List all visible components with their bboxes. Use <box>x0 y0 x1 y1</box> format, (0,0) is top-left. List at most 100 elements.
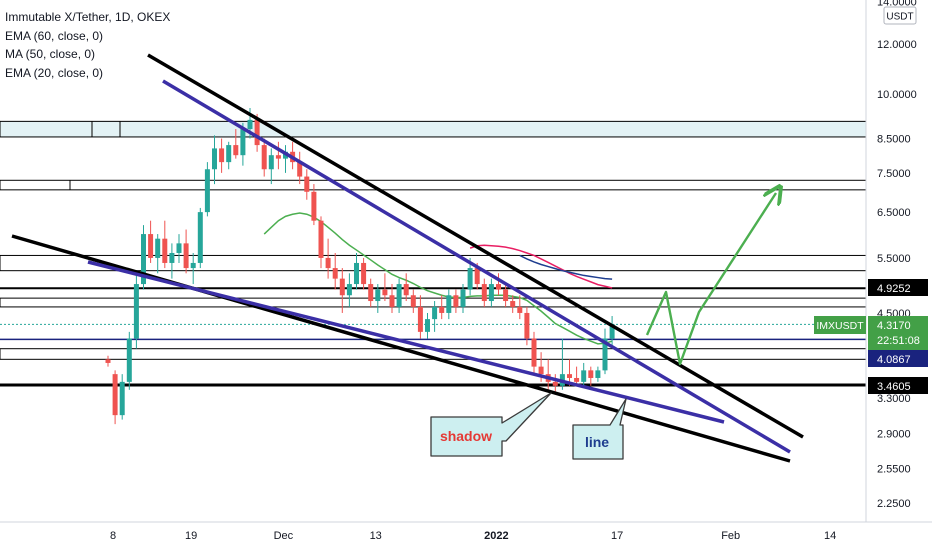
candle-body <box>119 381 125 416</box>
time-tick-label: Feb <box>721 530 740 542</box>
candle-body <box>538 366 544 375</box>
candle-body <box>162 238 168 263</box>
candle-body <box>105 359 111 363</box>
candle-body <box>531 338 537 367</box>
candle-body <box>219 148 225 163</box>
candle-body <box>275 155 281 159</box>
price-tick-label: 2.5500 <box>877 464 911 476</box>
candle-body <box>510 301 516 307</box>
ema60-line <box>469 244 613 289</box>
upper-level-tag: 4.9252 <box>877 283 911 295</box>
time-tick-label: 2022 <box>484 530 508 542</box>
candle-body <box>496 284 501 290</box>
candle-body <box>169 252 175 263</box>
last-price-tag-box <box>868 316 928 350</box>
shadow-label: shadow <box>440 428 492 444</box>
line-label: line <box>585 434 609 450</box>
time-tick-label: 19 <box>185 530 197 542</box>
candle-body <box>332 268 338 279</box>
candle-body <box>453 295 459 307</box>
sr-zone <box>0 179 867 191</box>
candle-body <box>325 257 331 269</box>
candle-body <box>595 370 601 378</box>
candle-body <box>311 191 317 221</box>
candle-body <box>567 374 572 378</box>
bar-countdown: 22:51:08 <box>877 335 920 347</box>
chart-legend: Immutable X/Tether, 1D, OKEX EMA (60, cl… <box>5 8 170 82</box>
ema20-legend[interactable]: EMA (20, close, 0) <box>5 65 104 80</box>
price-tick-label: 10.0000 <box>877 89 917 101</box>
candle-body <box>112 374 118 416</box>
candle-body <box>446 295 452 313</box>
price-tick-label: 5.5000 <box>877 253 911 265</box>
candle-body <box>389 295 395 307</box>
candle-body <box>247 119 253 130</box>
candle-body <box>588 370 594 378</box>
lower-level-tag-box <box>868 377 928 394</box>
last-price: 4.3170 <box>877 320 911 332</box>
candle-body <box>574 377 580 382</box>
shadow-callout: shadow <box>430 392 552 457</box>
candle-body <box>183 243 189 269</box>
candle-body <box>552 381 558 386</box>
symbol-tag: IMXUSDT <box>816 320 864 332</box>
candle-body <box>240 129 246 156</box>
price-tick-label: 6.5000 <box>877 207 911 219</box>
candle-body <box>268 155 274 170</box>
time-tick-label: 14 <box>824 530 836 542</box>
candle-body <box>126 338 132 382</box>
chart-title[interactable]: Immutable X/Tether, 1D, OKEX <box>5 10 171 24</box>
candle-body <box>602 338 608 371</box>
candle-body <box>524 312 530 339</box>
currency-badge: USDT <box>886 12 913 23</box>
candle-body <box>155 238 161 258</box>
candle-body <box>339 278 345 296</box>
candle-body <box>197 212 203 263</box>
candle-body <box>354 262 359 285</box>
candle-body <box>261 145 267 170</box>
price-tick-label: 14.0000 <box>877 0 917 9</box>
price-tick-label: 2.9000 <box>877 428 911 440</box>
candle-body <box>581 370 587 382</box>
time-tick-label: Dec <box>274 530 294 542</box>
candle-body <box>204 169 210 213</box>
candle-body <box>503 289 509 302</box>
upper-trendline <box>147 53 804 439</box>
candle-body <box>297 162 303 177</box>
lower-level-tag: 3.4605 <box>877 381 911 393</box>
price-tick-label: 2.2500 <box>877 498 911 510</box>
candle-body <box>254 119 260 146</box>
candle-body <box>148 234 154 258</box>
price-tick-label: 12.0000 <box>877 39 917 51</box>
sr-zone <box>0 120 867 138</box>
candle-body <box>368 284 374 302</box>
price-tick-label: 8.5000 <box>877 134 911 146</box>
time-tick-label: 17 <box>611 530 623 542</box>
candle-body <box>467 268 473 290</box>
currency-badge-box[interactable] <box>883 6 917 25</box>
upper-level-tag-box <box>868 279 928 296</box>
candle-body <box>481 284 487 302</box>
ma50-legend[interactable]: MA (50, close, 0) <box>5 47 96 61</box>
candle-body <box>190 262 196 269</box>
symbol-tag-box <box>814 316 866 334</box>
ema60-legend[interactable]: EMA (60, close, 0) <box>5 28 104 43</box>
time-tick-label: 8 <box>110 530 116 542</box>
price-tick-label: 7.5000 <box>877 168 911 180</box>
candle-body <box>346 284 352 296</box>
candle-body <box>410 295 416 307</box>
sr-zone <box>0 297 867 308</box>
candle-body <box>517 306 523 313</box>
candle-body <box>488 284 494 302</box>
candle-body <box>176 243 182 253</box>
line-callout: line <box>572 398 627 460</box>
candle-body <box>382 289 388 296</box>
candle-body <box>417 306 423 332</box>
time-tick-label: 13 <box>370 530 382 542</box>
price-tick-label: 3.3000 <box>877 393 911 405</box>
candle-body <box>133 284 139 339</box>
middle-level-tag: 4.0867 <box>877 354 911 366</box>
candle-body <box>375 289 381 302</box>
